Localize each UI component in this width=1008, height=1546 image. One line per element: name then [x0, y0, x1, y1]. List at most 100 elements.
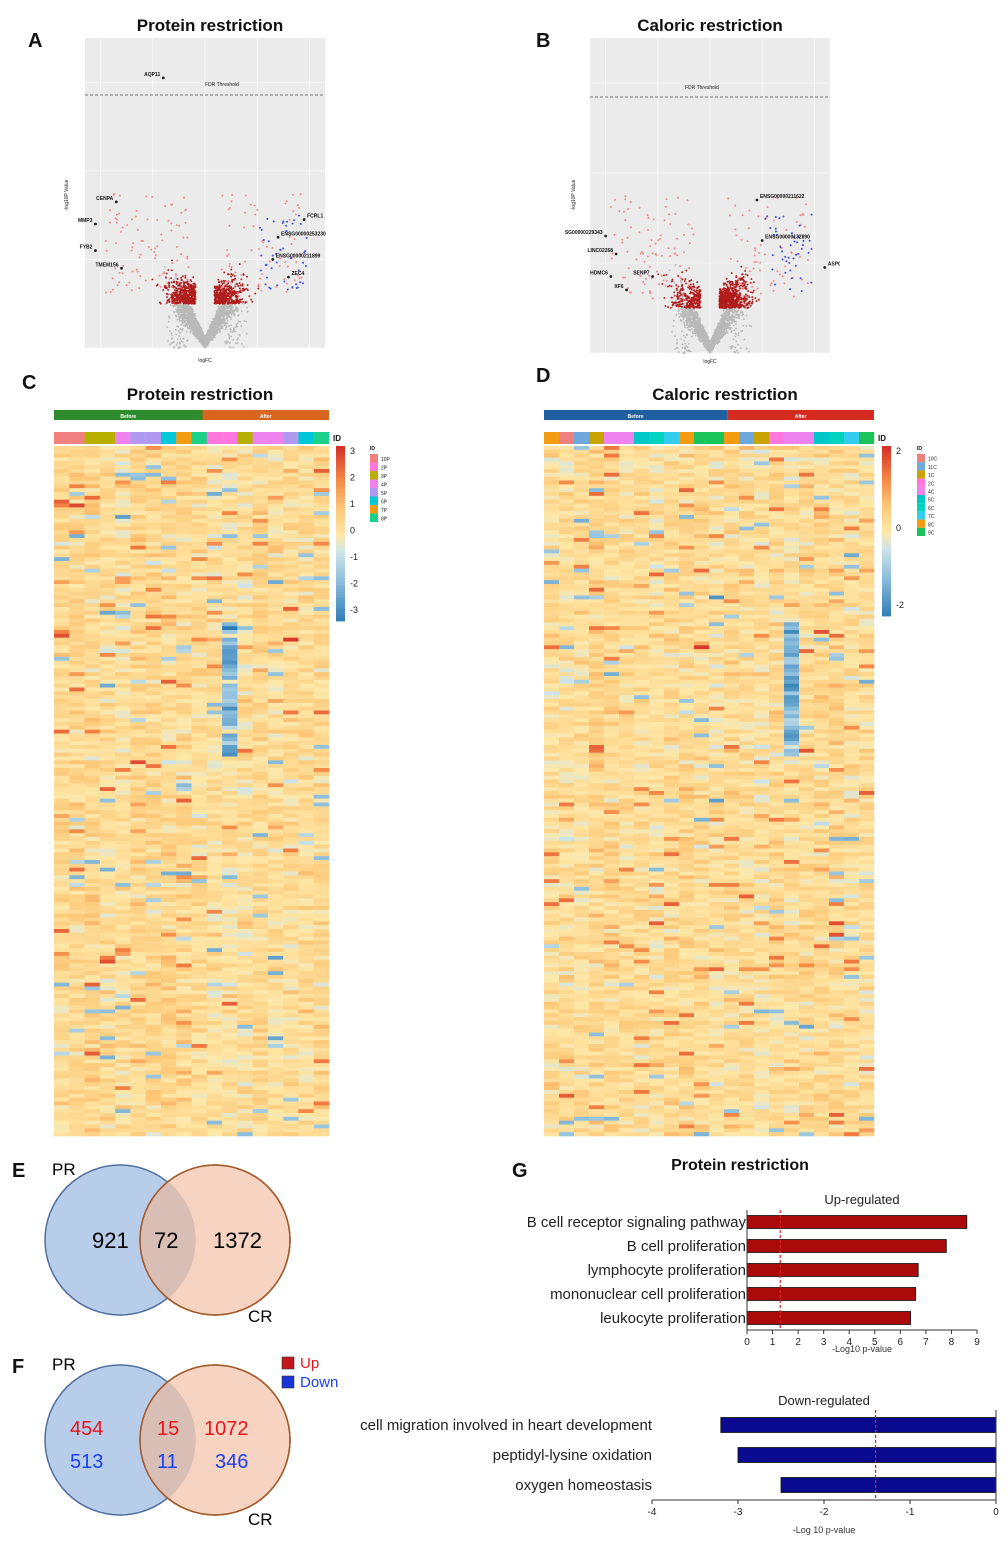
- volcano-gene-point: [120, 266, 123, 270]
- volcano-point: [194, 317, 196, 320]
- volcano-point: [207, 337, 210, 340]
- volcano-point: [182, 316, 185, 318]
- volcano-point: [228, 324, 231, 327]
- volcano-point-significant: [171, 300, 174, 303]
- volcano-point: [216, 313, 219, 316]
- volcano-point-highlight: [221, 194, 224, 197]
- volcano-point-blue: [260, 228, 263, 231]
- volcano-point-significant: [230, 275, 232, 278]
- volcano-point-blue: [302, 261, 305, 264]
- panel-d-title: Caloric restriction: [652, 385, 798, 404]
- volcano-point: [235, 325, 238, 328]
- volcano-point: [177, 329, 180, 332]
- volcano-point: [204, 340, 207, 343]
- volcano-point: [173, 346, 175, 348]
- volcano-point-significant: [179, 289, 182, 292]
- volcano-point-highlight: [288, 235, 291, 238]
- volcano-point-highlight: [183, 196, 186, 199]
- volcano-point: [177, 313, 180, 316]
- volcano-point-highlight: [230, 200, 233, 203]
- volcano-point-significant: [228, 285, 231, 288]
- volcano-b-fdr-label: FDR Threshold: [685, 85, 719, 91]
- volcano-point-blue: [282, 220, 285, 223]
- volcano-point: [218, 328, 221, 331]
- volcano-point: [216, 310, 219, 312]
- volcano-point-highlight: [112, 194, 115, 197]
- volcano-point-highlight: [144, 279, 147, 282]
- volcano-point: [196, 332, 199, 335]
- volcano-point: [195, 334, 198, 337]
- volcano-point: [179, 337, 182, 340]
- volcano-point: [217, 323, 219, 326]
- volcano-point-significant: [222, 290, 225, 293]
- volcano-point-highlight: [231, 194, 234, 197]
- volcano-point: [729, 345, 731, 348]
- volcano-point-highlight: [228, 224, 231, 227]
- volcano-point-highlight: [254, 213, 257, 216]
- volcano-point-highlight: [225, 280, 228, 283]
- volcano-point: [209, 334, 211, 337]
- volcano-point: [225, 304, 227, 307]
- volcano-point-significant: [230, 280, 233, 283]
- volcano-gene-label: ENSG00000211899: [276, 253, 321, 259]
- volcano-point-significant: [235, 299, 238, 302]
- volcano-point: [177, 325, 180, 328]
- volcano-point: [186, 339, 189, 342]
- volcano-point-significant: [185, 289, 188, 292]
- volcano-point-significant: [190, 286, 193, 288]
- volcano-point-significant: [175, 302, 178, 305]
- volcano-point: [189, 329, 192, 332]
- volcano-point-blue: [274, 252, 277, 255]
- volcano-point-significant: [224, 297, 227, 300]
- volcano-point-significant: [193, 296, 196, 299]
- volcano-point: [229, 327, 232, 330]
- volcano-point-significant: [179, 301, 182, 304]
- volcano-point-significant: [188, 301, 191, 304]
- volcano-point: [733, 315, 736, 318]
- volcano-point-highlight: [130, 289, 133, 292]
- volcano-point: [245, 320, 247, 323]
- volcano-point-highlight: [141, 240, 144, 243]
- volcano-point: [186, 319, 189, 322]
- volcano-point-highlight: [257, 285, 260, 288]
- volcano-point: [222, 315, 225, 318]
- volcano-point: [176, 309, 179, 311]
- volcano-point-highlight: [256, 208, 259, 211]
- volcano-gene-point: [94, 222, 97, 226]
- volcano-point-significant: [217, 281, 220, 284]
- volcano-point-significant: [194, 298, 197, 301]
- volcano-point: [203, 344, 206, 347]
- volcano-point-highlight: [295, 261, 298, 264]
- panel-c-title: Protein restriction: [126, 385, 274, 404]
- volcano-point-highlight: [150, 248, 153, 251]
- volcano-point-significant: [193, 294, 196, 297]
- volcano-point: [206, 342, 209, 345]
- volcano-point: [219, 309, 222, 312]
- volcano-point-highlight: [178, 281, 181, 284]
- volcano-point: [240, 310, 243, 313]
- volcano-point-highlight: [170, 229, 173, 232]
- volcano-gene-point: [114, 200, 118, 204]
- volcano-point: [197, 329, 199, 332]
- volcano-point-highlight: [139, 253, 142, 256]
- volcano-point: [176, 325, 178, 328]
- volcano-point: [181, 341, 184, 344]
- volcano-point-highlight: [125, 284, 128, 287]
- volcano-point-significant: [166, 301, 168, 304]
- volcano-point: [167, 320, 170, 323]
- volcano-point: [240, 343, 243, 345]
- volcano-point-significant: [230, 268, 233, 271]
- volcano-point-significant: [223, 289, 226, 292]
- volcano-point: [236, 310, 239, 313]
- volcano-point: [167, 340, 170, 342]
- volcano-point-significant: [234, 301, 237, 304]
- volcano-point: [217, 308, 220, 311]
- volcano-point: [189, 323, 192, 326]
- volcano-point: [195, 331, 198, 334]
- volcano-point: [175, 277, 178, 280]
- volcano-point-significant: [184, 291, 187, 294]
- volcano-point: [167, 315, 170, 318]
- volcano-point-highlight: [252, 225, 255, 228]
- volcano-point-blue: [259, 269, 262, 272]
- volcano-point-significant: [186, 293, 189, 296]
